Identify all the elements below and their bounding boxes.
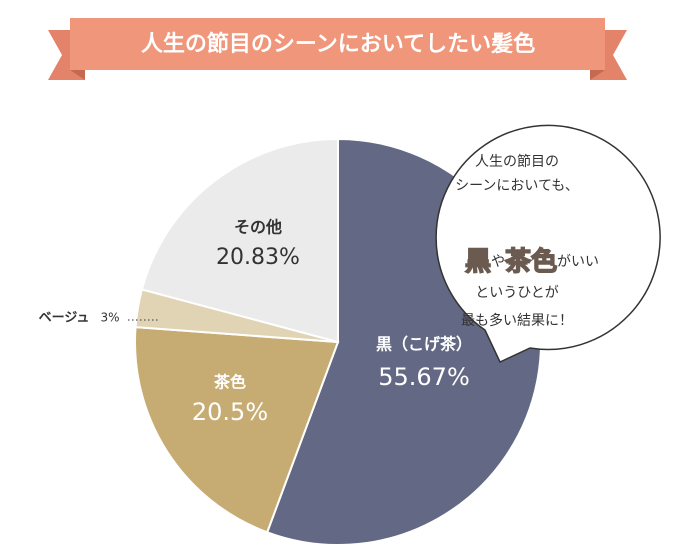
chart-title: 人生の節目のシーンにおいてしたい髪色 (141, 31, 535, 57)
value-label: 20.5% (192, 398, 268, 426)
value-label: 3% (100, 311, 119, 325)
pie-slice (140, 137, 339, 344)
annotation-line: 最も多い結果に！ (461, 312, 573, 329)
annotation-line: 黒や茶色がいい (465, 246, 599, 277)
slice-label: ベージュ (39, 311, 90, 326)
annotation-line: というひとが (475, 285, 559, 301)
pie-slice (134, 326, 340, 534)
speech-bubble (435, 124, 661, 363)
value-label: 55.67% (378, 363, 470, 391)
annotation-segment: がいい (557, 254, 599, 270)
slice-label: 茶色 (213, 373, 246, 392)
annotation-segment: 黒 (465, 247, 491, 277)
value-label: 20.83% (216, 245, 300, 270)
slice-label: 黒（こげ茶） (376, 335, 472, 354)
annotation-segment: や (491, 254, 505, 270)
annotation-line: 人生の節目の (475, 153, 559, 170)
title-banner (48, 18, 627, 80)
slice-label: その他 (234, 218, 282, 237)
annotation-line: シーンにおいても、 (455, 178, 579, 194)
annotation-segment: 茶色 (505, 246, 557, 277)
